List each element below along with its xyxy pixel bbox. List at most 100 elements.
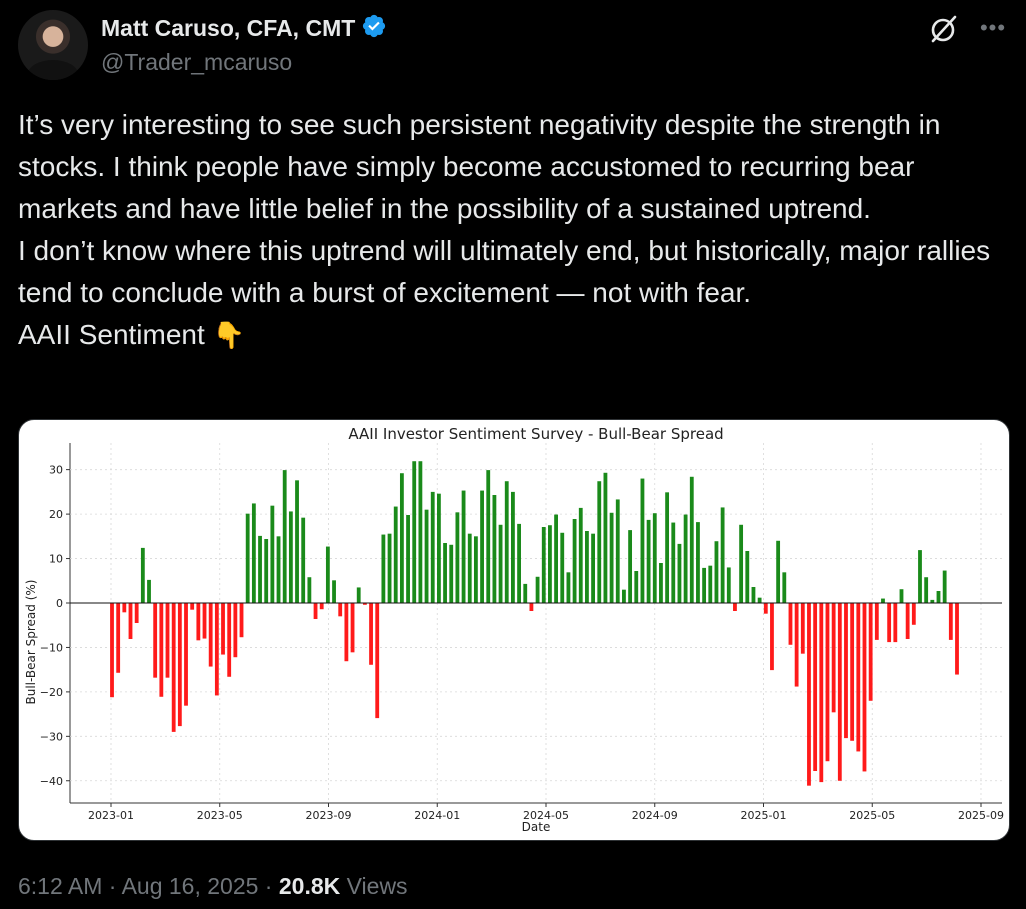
y-tick-label: −10: [40, 641, 63, 654]
chart-bar: [646, 519, 651, 603]
tweet-time[interactable]: 6:12 AM: [18, 873, 103, 899]
chart-bar: [424, 509, 429, 603]
more-icon[interactable]: •••: [979, 15, 1007, 40]
chart-bar: [239, 603, 244, 638]
chart-bar: [739, 524, 744, 603]
chart-bar: [671, 522, 676, 603]
chart-bar: [307, 577, 312, 603]
avatar[interactable]: [18, 10, 88, 80]
chart-bar: [591, 533, 595, 603]
pointing-down-emoji: 👇: [212, 320, 245, 350]
chart-bar: [128, 603, 133, 639]
chart-bar: [202, 603, 207, 639]
chart-bar: [338, 603, 343, 617]
author-name[interactable]: Matt Caruso, CFA, CMT: [101, 15, 356, 41]
chart-bar: [628, 530, 633, 603]
chart-bar: [560, 532, 565, 603]
grok-icon[interactable]: [928, 13, 960, 45]
y-tick-label: 30: [49, 464, 63, 477]
chart-xlabel: Date: [522, 820, 551, 834]
chart-bar: [418, 461, 423, 603]
chart-bar: [190, 603, 195, 610]
chart-bar: [844, 603, 848, 739]
tweet-text: It’s very interesting to see such persis…: [18, 104, 1013, 356]
chart-bar: [905, 603, 910, 639]
x-tick-label: 2023-05: [197, 809, 243, 822]
chart-bar: [356, 587, 361, 603]
chart-bar: [165, 603, 170, 678]
chart-bar: [597, 481, 602, 603]
chart-bar: [375, 603, 380, 719]
chart-bar: [430, 491, 435, 603]
y-tick-label: 0: [56, 597, 63, 610]
tweet-last-line: AAII Sentiment: [18, 319, 205, 350]
chart-bar: [720, 507, 725, 603]
chart-bar: [393, 506, 398, 603]
chart-bar: [899, 589, 904, 603]
chart-bar: [319, 603, 324, 610]
chart-bar: [665, 492, 670, 603]
views-count: 20.8K: [278, 873, 341, 899]
chart-bar: [942, 570, 947, 603]
author-handle[interactable]: @Trader_mcaruso: [101, 49, 293, 75]
chart-bar: [301, 517, 306, 603]
chart-bar: [498, 524, 503, 603]
chart-bar: [486, 470, 491, 603]
chart-bar: [733, 603, 737, 611]
chart-bar: [948, 603, 953, 640]
chart-bar: [467, 533, 472, 603]
chart-bar: [245, 513, 250, 603]
chart-bar: [548, 525, 552, 603]
chart-bar: [116, 603, 121, 673]
chart-bar: [295, 480, 299, 603]
chart-bar: [541, 527, 546, 603]
chart-bar: [523, 583, 528, 603]
chart-bar: [282, 470, 287, 603]
chart-bar: [221, 603, 225, 655]
chart-bar: [850, 603, 855, 741]
chart-bar: [196, 603, 201, 641]
sentiment-chart: AAII Investor Sentiment Survey - Bull-Be…: [24, 425, 1004, 834]
chart-bar: [406, 515, 410, 603]
chart-bar: [677, 543, 682, 603]
chart-bar: [134, 603, 139, 623]
chart-bar: [683, 514, 688, 603]
chart-bar: [504, 481, 509, 603]
chart-bar: [344, 603, 349, 662]
chart-bar: [455, 512, 460, 603]
x-tick-label: 2025-05: [849, 809, 895, 822]
chart-bar: [214, 603, 219, 696]
chart-bar: [276, 536, 281, 603]
chart-bar: [825, 603, 830, 762]
author-row: Matt Caruso, CFA, CMT: [101, 13, 387, 44]
chart-bar: [782, 572, 787, 603]
chart-bar: [831, 603, 836, 713]
chart-bar: [652, 513, 657, 603]
chart-bar: [147, 579, 151, 603]
chart-bar: [153, 603, 158, 678]
y-tick-label: −40: [40, 775, 63, 788]
chart-bar: [837, 603, 842, 781]
chart-bar: [751, 587, 756, 603]
chart-bar: [955, 603, 959, 675]
chart-bar: [659, 563, 663, 603]
chart-bar: [757, 597, 762, 603]
tweet-paragraph: AAII Sentiment 👇: [18, 314, 1013, 356]
x-tick-label: 2023-01: [88, 809, 134, 822]
chart-image[interactable]: AAII Investor Sentiment Survey - Bull-Be…: [18, 419, 1010, 841]
chart-bar: [634, 571, 639, 603]
chart-title: AAII Investor Sentiment Survey - Bull-Be…: [348, 425, 723, 443]
x-tick-label: 2024-05: [523, 809, 569, 822]
chart-bar: [566, 572, 571, 603]
x-tick-label: 2024-01: [414, 809, 460, 822]
chart-bar: [362, 603, 367, 605]
chart-bar: [572, 519, 577, 603]
chart-bar: [615, 499, 620, 603]
chart-bar: [800, 603, 805, 654]
chart-bar: [856, 603, 861, 752]
chart-bar: [689, 476, 694, 603]
tweet-date[interactable]: Aug 16, 2025: [121, 873, 259, 899]
y-tick-label: 20: [49, 508, 63, 521]
chart-bar: [480, 490, 484, 603]
chart-bar: [714, 541, 719, 603]
